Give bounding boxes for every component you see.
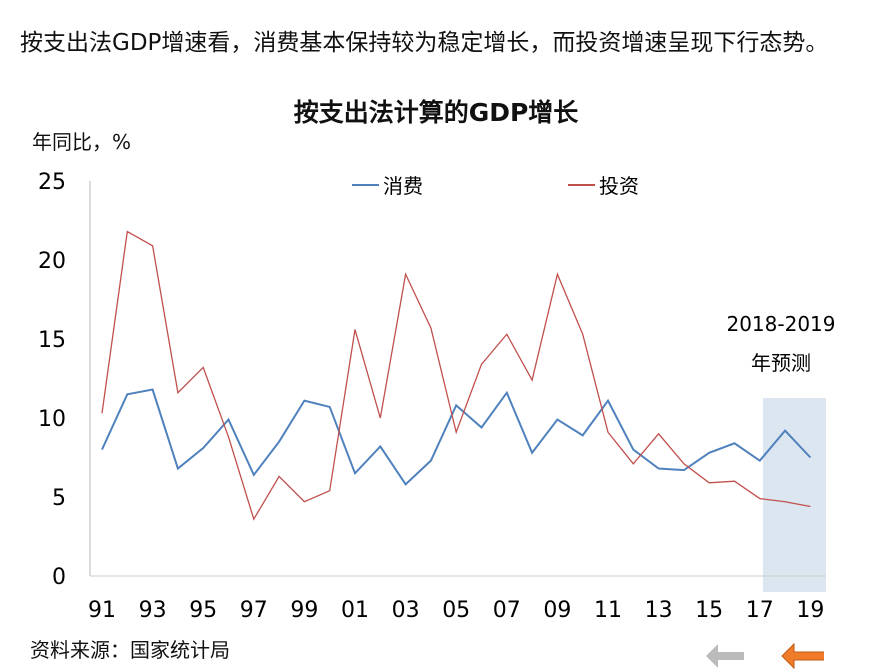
forecast-annotation: 2018-2019	[726, 312, 835, 336]
x-tick-label: 97	[240, 598, 268, 623]
x-tick-label: 93	[139, 598, 167, 623]
x-tick-label: 05	[442, 598, 470, 623]
x-tick-label: 11	[594, 598, 622, 623]
x-tick-label: 13	[645, 598, 673, 623]
legend-label: 投资	[599, 174, 639, 198]
x-tick-label: 99	[290, 598, 318, 623]
y-tick-label: 0	[52, 565, 66, 590]
forecast-shade	[763, 398, 826, 592]
forecast-annotation: 年预测	[751, 351, 811, 375]
x-tick-label: 95	[189, 598, 217, 623]
series-line-investment	[102, 232, 810, 520]
x-tick-label: 91	[88, 598, 116, 623]
x-tick-label: 17	[746, 598, 774, 623]
x-tick-label: 15	[695, 598, 723, 623]
x-tick-label: 09	[543, 598, 571, 623]
x-tick-label: 07	[493, 598, 521, 623]
source-note: 资料来源：国家统计局	[30, 634, 230, 663]
y-tick-label: 5	[52, 486, 66, 511]
y-tick-label: 20	[38, 249, 66, 274]
legend-label: 消费	[383, 174, 423, 198]
back-arrow-icon[interactable]	[780, 640, 824, 670]
series-line-consumption	[102, 390, 810, 485]
prev-arrow-icon[interactable]	[704, 640, 748, 670]
x-tick-label: 19	[796, 598, 824, 623]
x-tick-label: 03	[392, 598, 420, 623]
y-tick-label: 25	[38, 170, 66, 195]
y-tick-label: 15	[38, 328, 66, 353]
y-tick-label: 10	[38, 407, 66, 432]
x-tick-label: 01	[341, 598, 369, 623]
